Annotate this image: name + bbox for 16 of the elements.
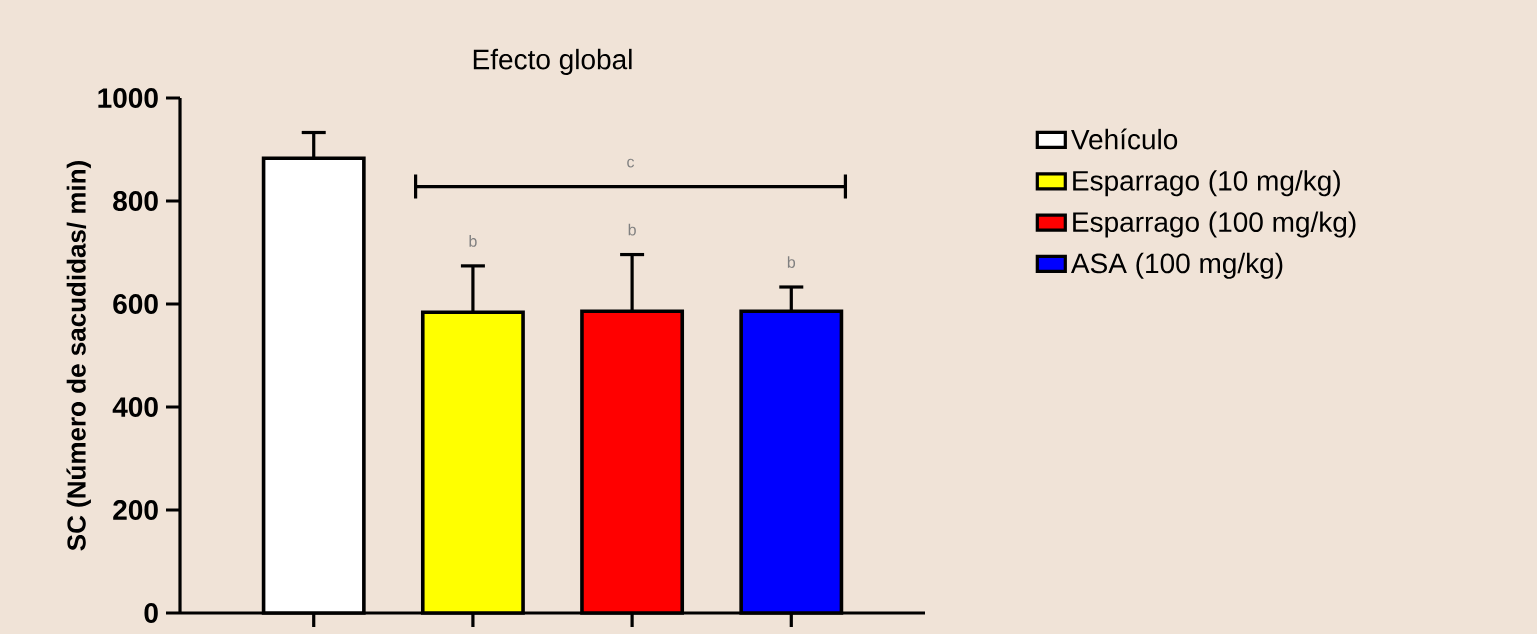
legend-label: ASA (100 mg/kg) (1070, 252, 1283, 279)
annotation: b (628, 223, 636, 236)
chart-title: Efecto global (473, 48, 632, 75)
y-tick-label: 200 (113, 500, 158, 520)
legend-label: Esparrago (10 mg/kg) (1073, 170, 1340, 197)
y-tick-label: 400 (112, 397, 158, 417)
y-tick-label: 1000 (98, 88, 158, 108)
legend-label: Esparrago (100 mg/kg) (1073, 211, 1356, 238)
y-tick-label: 600 (113, 294, 158, 314)
y-axis-title: SC (Número de sacudidas/ min) (66, 161, 91, 551)
annotation: b (787, 256, 796, 268)
y-tick-label: 0 (144, 603, 158, 623)
legend-label: Vehículo (1071, 128, 1178, 150)
annotation: c (627, 158, 635, 168)
y-tick-label: 800 (113, 191, 158, 211)
annotation: b (469, 235, 477, 247)
